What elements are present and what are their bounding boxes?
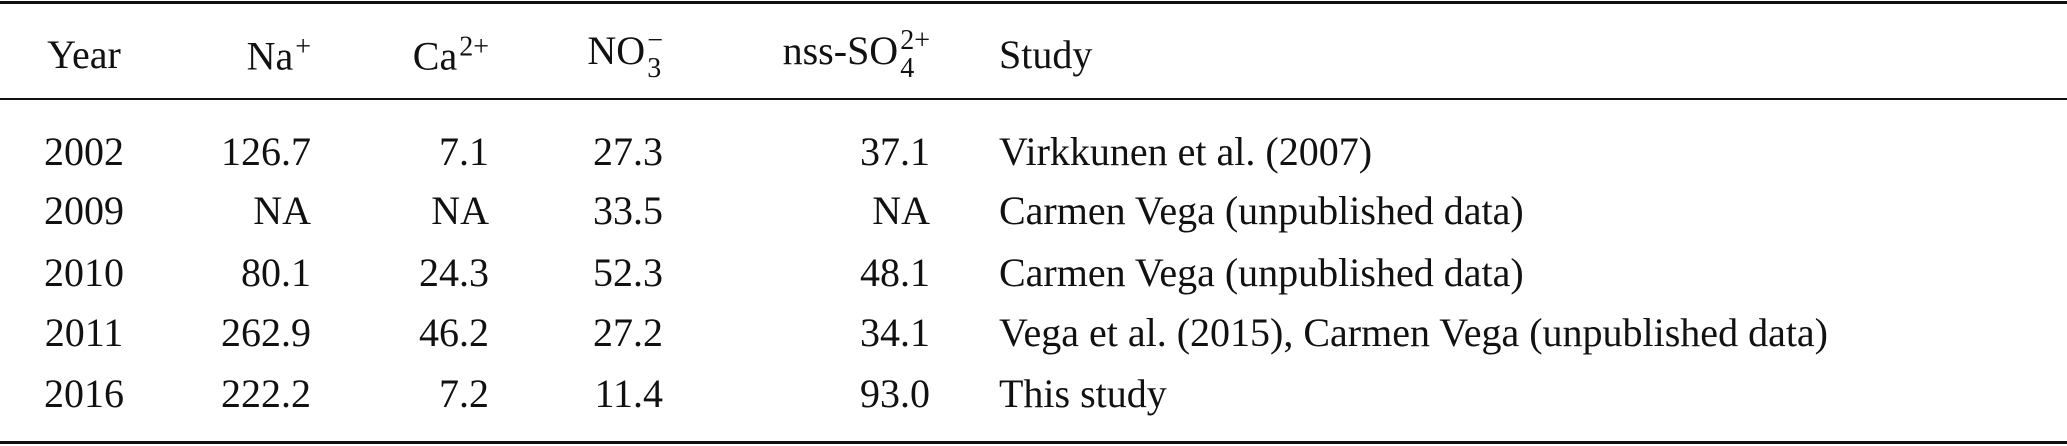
value-cell: 2010: [44, 250, 124, 295]
top-rule: [0, 1, 2067, 4]
bottom-rule: [0, 441, 2067, 444]
value-cell: 34.1: [860, 310, 930, 355]
value-cell: NA: [253, 188, 311, 233]
superscript: −: [647, 25, 663, 56]
superscript: +: [295, 31, 311, 63]
value-cell: 262.9: [221, 310, 311, 355]
header-cell: Year: [47, 35, 121, 75]
value-cell: 52.3: [593, 250, 663, 295]
study-cell: Carmen Vega (unpublished data): [999, 250, 1524, 295]
header-cell: NO −3: [587, 27, 663, 83]
header-text: Year: [47, 32, 121, 77]
value-cell: 7.2: [439, 371, 489, 416]
value-cell: 7.1: [439, 129, 489, 174]
value-cell: 24.3: [419, 250, 489, 295]
value-cell: 33.5: [593, 188, 663, 233]
value-cell: 27.2: [593, 310, 663, 355]
header-cell: nss-SO 2+ 4: [783, 27, 930, 83]
value-cell: 2011: [44, 310, 124, 355]
header-text: Ca: [412, 33, 458, 79]
header-text: Study: [999, 32, 1093, 77]
value-cell: 46.2: [419, 310, 489, 355]
value-cell: 2002: [44, 129, 124, 174]
value-cell: 11.4: [594, 371, 663, 416]
subscript: 3: [647, 53, 662, 84]
value-cell: 2016: [44, 371, 124, 416]
study-cell: This study: [999, 371, 1167, 416]
value-cell: 48.1: [860, 250, 930, 295]
value-cell: 27.3: [593, 129, 663, 174]
study-cell: Vega et al. (2015), Carmen Vega (unpubli…: [999, 310, 1829, 355]
value-cell: 93.0: [860, 371, 930, 416]
header-text: nss-SO: [782, 28, 899, 74]
value-cell: 222.2: [221, 371, 311, 416]
study-cell: Carmen Vega (unpublished data): [999, 188, 1524, 233]
sup-sub: −3: [647, 27, 663, 83]
subscript: 4: [900, 53, 915, 84]
value-cell: 126.7: [221, 129, 311, 174]
value-cell: 2009: [44, 188, 124, 233]
header-cell: Na+: [246, 31, 311, 79]
value-cell: NA: [431, 188, 489, 233]
superscript: 2+: [459, 31, 489, 63]
study-cell: Virkkunen et al. (2007): [999, 129, 1373, 174]
superscript: 2+: [900, 25, 930, 56]
value-cell: 37.1: [860, 129, 930, 174]
header-rule: [0, 98, 2067, 100]
sup-sub: 2+ 4: [900, 27, 930, 83]
value-cell: 80.1: [241, 250, 311, 295]
header-text: Na: [246, 33, 294, 79]
header-cell: Ca2+: [412, 31, 489, 79]
header-text: NO: [587, 28, 646, 74]
value-cell: NA: [872, 188, 930, 233]
header-cell: Study: [999, 35, 1092, 75]
